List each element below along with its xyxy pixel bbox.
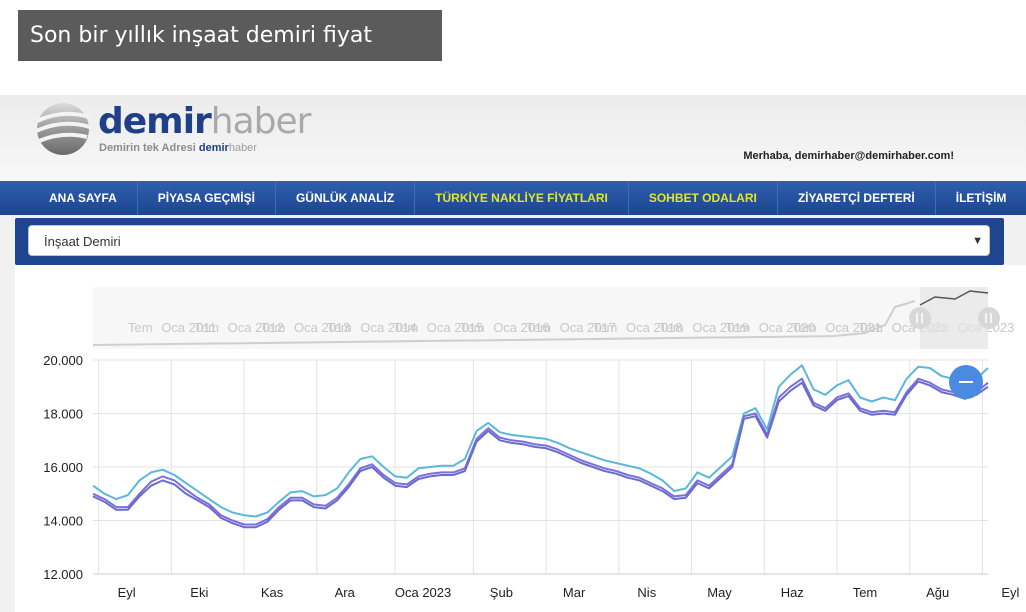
navigator-tick-label: Oca 2012 [228,320,284,335]
y-tick-label: 20.000 [43,353,83,368]
nav-chat-rooms[interactable]: SOHBET ODALARI [629,181,778,215]
navigator-selected-range [920,287,988,349]
y-tick-label: 14.000 [43,514,83,529]
logo-wordmark[interactable]: demirhaber [98,101,311,142]
navigator-tick-label: Tem [460,320,485,335]
x-tick-label: Oca 2023 [395,585,451,600]
zoom-out-button[interactable] [949,365,983,399]
navigator-tick-label: Tem [327,320,352,335]
chart-series [92,364,989,529]
x-tick-label: Nis [637,585,656,600]
x-tick-label: Eyl [118,585,136,600]
navigator-handle-grip-icon [916,313,923,323]
website: demirhaber Demirin tek Adresi demirhaber… [0,95,1026,612]
nav-transport-prices[interactable]: TÜRKİYE NAKLİYE FİYATLARI [415,181,629,215]
x-tick-label: Eyl [1001,585,1019,600]
navigator-tick-label: Oca 2017 [560,320,616,335]
x-tick-label: Ağu [926,585,949,600]
product-select-value: İnşaat Demiri [44,234,121,249]
navigator-tick-label: Tem [593,320,618,335]
x-tick-label: May [707,585,732,600]
navigator-handle-grip-icon [985,313,992,323]
navigator-tick-label: Tem [128,320,153,335]
navigator-tick-label: Oca 2015 [427,320,483,335]
caption-title: Son bir yıllık inşaat demiri fiyat grafi… [18,10,442,99]
logo-globe-icon[interactable] [32,101,94,157]
nav-contact[interactable]: İLETİŞİM [936,181,1026,215]
navigator-tick-label: Tem [726,320,751,335]
navigator-tick-label: Tem [526,320,551,335]
x-axis: Eyl Eki Kas Ara Oca 2023 Şub Mar Nis May Haz Tem Ağ… [93,573,1020,600]
navigator-left-handle[interactable] [909,307,931,329]
site-header: demirhaber Demirin tek Adresi demirhaber… [0,95,1026,181]
navigator-tick-label: Oca 2018 [626,320,682,335]
nav-market-history[interactable]: PİYASA GEÇMİŞİ [138,181,276,215]
chevron-down-icon: ▼ [972,235,983,247]
chart-grid [93,359,988,575]
navigator-tick-label: Oca 2013 [294,320,350,335]
navigator-selected-line [919,290,989,306]
x-tick-label: Ara [335,585,356,600]
navigator-tick-label: Oca 2019 [692,320,748,335]
navigator-tick-label: Oca 2016 [493,320,549,335]
navigator-tick-label: Tem [659,320,684,335]
navigator-history-line [92,300,916,346]
y-tick-label: 18.000 [43,407,83,422]
x-tick-label: Tem [853,585,878,600]
x-tick-label: Eki [190,585,208,600]
price-chart: Tem Oca 2011 Tem Oca 2012 Tem Oca 2013 Tem Oca … [15,265,1026,612]
y-axis: 20.000 18.000 16.000 14.000 12.000 [43,353,83,582]
product-selector-bar: İnşaat Demiri ▼ [15,218,1004,265]
navigator-tick-label: Tem [858,320,883,335]
navigator-tick-label: Oca 2014 [360,320,416,335]
navigator-tick-label: Tem [194,320,219,335]
series-line-2 [92,377,989,526]
main-nav: ANA SAYFA PİYASA GEÇMİŞİ GÜNLÜK ANALİZ T… [0,181,1026,215]
y-tick-label: 16.000 [43,460,83,475]
series-line-3 [92,380,989,529]
navigator-tick-label: Tem [261,320,286,335]
navigator-right-handle[interactable] [978,307,1000,329]
x-tick-label: Şub [490,585,513,600]
series-line-1 [92,364,989,518]
navigator-tick-label: Oca 2011 [161,320,216,335]
navigator-tick-label: Tem [394,320,419,335]
navigator-tick-label: Tem [792,320,817,335]
nav-daily-analysis[interactable]: GÜNLÜK ANALİZ [276,181,416,215]
user-greeting: Merhaba, demirhaber@demirhaber.com! [743,150,954,162]
nav-guestbook[interactable]: ZİYARETÇİ DEFTERİ [778,181,936,215]
x-tick-label: Kas [261,585,284,600]
y-tick-label: 12.000 [43,567,83,582]
logo-tagline: Demirin tek Adresi demirhaber [99,142,257,154]
x-tick-label: Haz [781,585,804,600]
x-tick-label: Mar [563,585,586,600]
navigator-tick-label: Oca 2020 [759,320,815,335]
nav-home[interactable]: ANA SAYFA [0,181,138,215]
product-select[interactable]: İnşaat Demiri ▼ [28,225,990,256]
